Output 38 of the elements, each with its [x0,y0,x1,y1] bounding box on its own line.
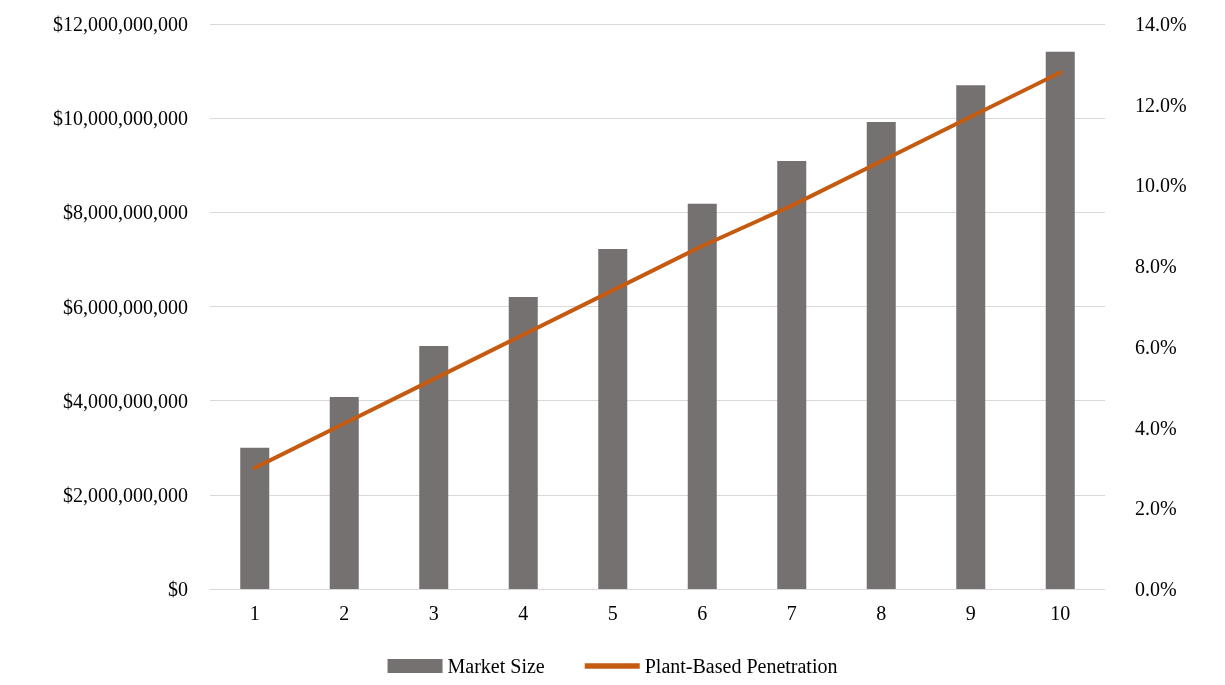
y2-tick-label: 4.0% [1135,416,1177,439]
y2-tick-label: 12.0% [1135,93,1187,116]
y2-tick-label: 14.0% [1135,13,1187,35]
x-tick-label: 2 [339,602,350,624]
x-tick-label: 8 [876,602,887,624]
legend-label: Market Size [447,655,545,677]
line-series [252,70,1063,470]
bar [240,447,270,589]
y-tick-label: $8,000,000,000 [63,201,188,224]
y2-tick-label: 8.0% [1135,255,1177,278]
x-tick-label: 7 [786,602,797,624]
y-tick-label: $12,000,000,000 [53,13,188,35]
y2-tick-label: 6.0% [1135,335,1177,358]
bar [329,396,359,589]
bar [1045,51,1075,589]
y-tick-label: $0 [168,578,188,600]
legend-label: Plant-Based Penetration [644,655,838,677]
bar [687,203,717,589]
x-tick-label: 9 [965,602,976,624]
bar [508,297,538,589]
x-tick-label: 5 [607,602,618,624]
y-tick-label: $6,000,000,000 [63,295,188,318]
x-tick-label: 3 [428,602,439,624]
bar [777,161,807,589]
x-tick-label: 6 [697,602,708,624]
y-tick-label: $4,000,000,000 [63,389,188,412]
bar [956,85,986,589]
y-tick-label: $10,000,000,000 [53,107,188,130]
x-tick-label: 4 [518,602,529,624]
bar [598,249,628,589]
x-tick-label: 1 [249,602,260,624]
bar [419,346,449,589]
y-tick-label: $2,000,000,000 [63,483,188,506]
y2-tick-label: 10.0% [1135,174,1187,197]
y2-tick-label: 2.0% [1135,497,1177,520]
x-tick-label: 10 [1050,602,1071,624]
y2-tick-label: 0.0% [1135,578,1177,600]
bar [866,121,896,589]
